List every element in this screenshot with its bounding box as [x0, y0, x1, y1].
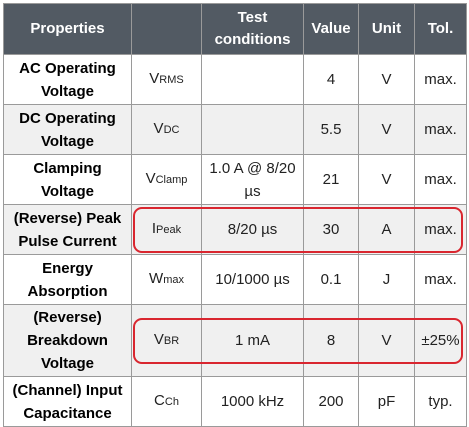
value-cell: 200	[303, 376, 359, 427]
condition-cell: 10/1000 µs	[201, 254, 304, 305]
tolerance-cell: max.	[414, 254, 467, 305]
unit-cell: A	[358, 204, 415, 255]
header-symbol	[131, 3, 202, 55]
symbol-cell: VBR	[131, 304, 202, 377]
symbol-subscript: Clamp	[155, 174, 188, 186]
symbol-cell: IPeak	[131, 204, 202, 255]
unit-cell: pF	[358, 376, 415, 427]
table-row: Clamping Voltage VClamp 1.0 A @ 8/20 µs …	[3, 154, 467, 205]
property-cell: (Channel) Input Capacitance	[3, 376, 132, 427]
value-cell: 4	[303, 54, 359, 105]
property-cell: Clamping Voltage	[3, 154, 132, 205]
property-cell: (Reverse) Peak Pulse Current	[3, 204, 132, 255]
header-unit: Unit	[358, 3, 415, 55]
unit-cell: J	[358, 254, 415, 305]
table-row: (Reverse) Breakdown Voltage VBR 1 mA 8 V…	[3, 304, 467, 377]
symbol-subscript: RMS	[159, 74, 184, 86]
property-cell: DC Operating Voltage	[3, 104, 132, 155]
condition-cell: 1 mA	[201, 304, 304, 377]
symbol-main: V	[153, 331, 164, 348]
symbol-main: W	[149, 270, 164, 287]
symbol-cell: Wmax	[131, 254, 202, 305]
table-row: (Channel) Input Capacitance CCh 1000 kHz…	[3, 376, 467, 427]
table-header-row: Properties Test conditions Value Unit To…	[3, 3, 467, 55]
symbol-subscript: DC	[163, 124, 180, 136]
value-cell: 0.1	[303, 254, 359, 305]
value-cell: 5.5	[303, 104, 359, 155]
property-cell: AC Operating Voltage	[3, 54, 132, 105]
unit-cell: V	[358, 54, 415, 105]
tolerance-cell: max.	[414, 104, 467, 155]
condition-cell	[201, 54, 304, 105]
symbol-subscript: BR	[163, 335, 180, 347]
value-cell: 30	[303, 204, 359, 255]
unit-cell: V	[358, 304, 415, 377]
symbol-cell: VRMS	[131, 54, 202, 105]
condition-cell: 1.0 A @ 8/20 µs	[201, 154, 304, 205]
symbol-subscript: max	[163, 274, 184, 286]
symbol-main: C	[154, 392, 165, 409]
symbol-subscript: Ch	[164, 396, 179, 408]
unit-cell: V	[358, 154, 415, 205]
symbol-main: V	[149, 70, 160, 87]
symbol-main: I	[151, 220, 157, 237]
header-value: Value	[303, 3, 359, 55]
table-row: DC Operating Voltage VDC 5.5 V max.	[3, 104, 467, 155]
condition-cell: 1000 kHz	[201, 376, 304, 427]
unit-cell: V	[358, 104, 415, 155]
value-cell: 8	[303, 304, 359, 377]
property-cell: Energy Absorption	[3, 254, 132, 305]
symbol-subscript: Peak	[156, 224, 182, 236]
table-row: (Reverse) Peak Pulse Current IPeak 8/20 …	[3, 204, 467, 255]
symbol-cell: VDC	[131, 104, 202, 155]
condition-cell	[201, 104, 304, 155]
header-properties: Properties	[3, 3, 132, 55]
tolerance-cell: max.	[414, 154, 467, 205]
symbol-main: V	[145, 170, 156, 187]
table-row: AC Operating Voltage VRMS 4 V max.	[3, 54, 467, 105]
tolerance-cell: ±25%	[414, 304, 467, 377]
condition-cell: 8/20 µs	[201, 204, 304, 255]
tolerance-cell: typ.	[414, 376, 467, 427]
symbol-cell: CCh	[131, 376, 202, 427]
property-cell: (Reverse) Breakdown Voltage	[3, 304, 132, 377]
symbol-main: V	[153, 120, 164, 137]
tolerance-cell: max.	[414, 204, 467, 255]
header-tolerance: Tol.	[414, 3, 467, 55]
value-cell: 21	[303, 154, 359, 205]
table-row: Energy Absorption Wmax 10/1000 µs 0.1 J …	[3, 254, 467, 305]
symbol-cell: VClamp	[131, 154, 202, 205]
tolerance-cell: max.	[414, 54, 467, 105]
header-test-conditions: Test conditions	[201, 3, 304, 55]
specifications-table: Properties Test conditions Value Unit To…	[3, 3, 467, 427]
